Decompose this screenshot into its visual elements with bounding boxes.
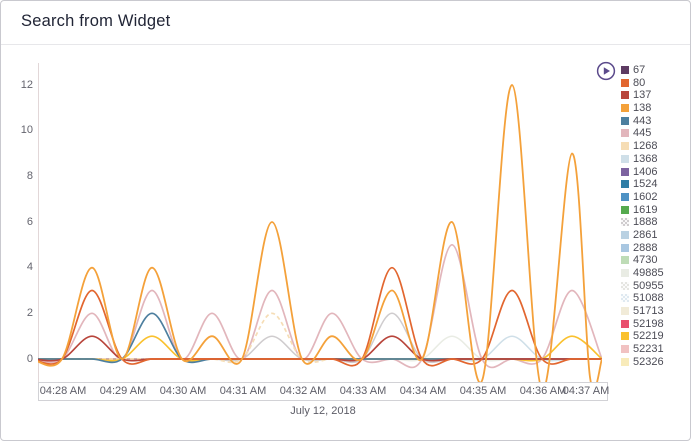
legend-swatch (621, 167, 629, 176)
legend-item-52198[interactable]: 52198 (621, 318, 687, 331)
widget-title: Search from Widget (21, 12, 171, 30)
legend-label: 2888 (633, 241, 658, 254)
legend-swatch (621, 319, 629, 328)
legend-swatch (621, 307, 629, 316)
legend-item-51713[interactable]: 51713 (621, 305, 687, 318)
x-axis-label-box: 04:28 AM 04:29 AM 04:30 AM 04:31 AM 04:32 AM… (38, 382, 610, 401)
legend-label: 1406 (633, 165, 658, 178)
legend-swatch (621, 91, 629, 100)
legend-label: 137 (633, 89, 652, 102)
legend-label: 51088 (633, 292, 664, 305)
header-divider (1, 44, 690, 45)
y-axis-tick-label: 8 (26, 169, 33, 182)
legend-item-50955[interactable]: 50955 (621, 280, 687, 293)
legend-item-4730[interactable]: 4730 (621, 254, 687, 267)
legend-label: 50955 (633, 279, 664, 292)
legend-label: 4730 (633, 254, 658, 267)
legend-item-67[interactable]: 67 (621, 64, 687, 77)
legend-label: 1368 (633, 152, 658, 165)
y-axis-tick-label: 6 (26, 215, 33, 228)
y-axis-tick-label: 4 (26, 261, 33, 274)
legend-item-1406[interactable]: 1406 (621, 166, 687, 179)
legend-swatch (621, 154, 629, 163)
legend-swatch (621, 332, 629, 341)
y-axis-tick-label: 12 (20, 78, 33, 91)
legend-item-1524[interactable]: 1524 (621, 178, 687, 191)
legend-label: 52326 (633, 355, 664, 368)
legend-label: 49885 (633, 267, 664, 279)
legend-swatch (621, 116, 629, 125)
legend-swatch (621, 205, 629, 214)
x-axis-tick-label: 04:35 AM (459, 385, 507, 397)
legend-item-52231[interactable]: 52231 (621, 343, 687, 356)
legend-swatch (621, 230, 629, 239)
legend-item-1602[interactable]: 1602 (621, 191, 687, 204)
x-axis-tick-label: 04:36 AM (519, 385, 567, 397)
legend-swatch (621, 129, 629, 138)
legend-swatch (621, 192, 629, 201)
legend-item-137[interactable]: 137 (621, 89, 687, 102)
legend-item-445[interactable]: 445 (621, 127, 687, 140)
legend-swatch (621, 345, 629, 354)
legend-label: 2861 (633, 228, 658, 241)
play-button[interactable] (595, 60, 617, 82)
legend-item-443[interactable]: 443 (621, 115, 687, 128)
x-axis-date-label: July 12, 2018 (290, 405, 356, 417)
legend-item-52326[interactable]: 52326 (621, 356, 687, 369)
legend-label: 1888 (633, 216, 658, 229)
legend-swatch (621, 78, 629, 87)
legend-swatch (621, 66, 629, 74)
legend-label: 138 (633, 102, 652, 115)
legend-swatch (621, 294, 629, 303)
x-axis-tick-label: 04:32 AM (279, 385, 327, 397)
legend-swatch (621, 269, 629, 277)
x-axis-tick-label: 04:34 AM (399, 385, 447, 397)
legend-item-1268[interactable]: 1268 (621, 140, 687, 153)
legend-label: 51713 (633, 305, 664, 318)
legend-swatch (621, 243, 629, 252)
legend-label: 1268 (633, 140, 658, 153)
x-axis-tick-label: 04:33 AM (339, 385, 387, 397)
legend-item-1368[interactable]: 1368 (621, 153, 687, 166)
legend-label: 80 (633, 76, 646, 89)
legend-swatch (621, 142, 629, 151)
y-axis-tick-label: 0 (26, 352, 33, 365)
legend-item-51088[interactable]: 51088 (621, 292, 687, 305)
legend-label: 52219 (633, 330, 664, 343)
x-axis-tick-label: 04:29 AM (99, 385, 147, 397)
legend-label: 52231 (633, 343, 664, 356)
legend-item-1619[interactable]: 1619 (621, 204, 687, 217)
legend-label: 445 (633, 127, 652, 140)
legend-item-1888[interactable]: 1888 (621, 216, 687, 229)
legend-label: 1524 (633, 178, 658, 191)
legend-label: 67 (633, 64, 646, 76)
legend: 67 80 137 138 443 445 1268 1368 1406 1524 1602 1619… (621, 64, 687, 369)
x-axis-tick-label: 04:37 AM (562, 385, 610, 397)
legend-item-2861[interactable]: 2861 (621, 229, 687, 242)
legend-swatch (621, 218, 629, 227)
x-axis-tick-label: 04:31 AM (219, 385, 267, 397)
x-axis-tick-label: 04:28 AM (39, 385, 87, 397)
legend-label: 52198 (633, 317, 664, 330)
line-chart-plot (38, 63, 602, 382)
legend-item-52219[interactable]: 52219 (621, 330, 687, 343)
legend-swatch (621, 281, 629, 290)
series-line-138 (38, 84, 602, 382)
legend-swatch (621, 256, 629, 265)
legend-label: 443 (633, 114, 652, 127)
legend-label: 1619 (633, 203, 658, 216)
legend-swatch (621, 357, 629, 366)
legend-item-80[interactable]: 80 (621, 77, 687, 90)
y-axis-tick-label: 2 (26, 306, 33, 319)
play-circle-icon (596, 61, 616, 81)
legend-item-138[interactable]: 138 (621, 102, 687, 115)
x-axis-tick-label: 04:30 AM (159, 385, 207, 397)
legend-item-2888[interactable]: 2888 (621, 242, 687, 255)
legend-swatch (621, 180, 629, 189)
legend-swatch (621, 104, 629, 113)
legend-item-49885[interactable]: 49885 (621, 267, 687, 280)
legend-label: 1602 (633, 190, 658, 203)
y-axis-tick-label: 10 (20, 124, 33, 137)
